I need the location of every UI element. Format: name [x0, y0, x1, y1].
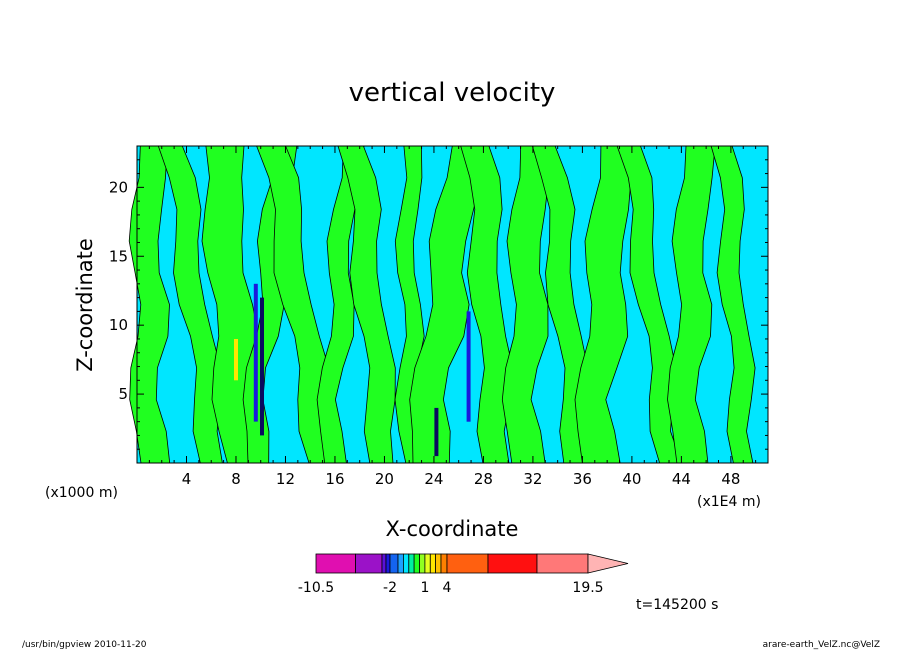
colorbar	[315, 553, 629, 574]
streak-0	[253, 283, 258, 422]
streak-4	[466, 311, 471, 422]
x-tick-label-8: 8	[231, 470, 241, 488]
plot-area	[128, 145, 769, 464]
colorbar-cell-5	[397, 553, 404, 574]
x-tick-label-44: 44	[672, 470, 691, 488]
colorbar-extend-arrow	[587, 553, 629, 574]
colorbar-cell-8	[413, 553, 420, 574]
chart-title: vertical velocity	[349, 78, 556, 108]
x-tick-label-40: 40	[622, 470, 641, 488]
y-tick-label-10: 10	[109, 316, 128, 334]
y-tick-label-20: 20	[109, 178, 128, 196]
x-axis-ticks: 4 8 12 16 20 24 28 32 36 40 44 48	[148, 146, 757, 488]
colorbar-cell-6	[402, 553, 410, 574]
green-regions	[128, 145, 756, 464]
colorbar-cell-7	[408, 553, 415, 574]
colorbar-label-4: 19.5	[572, 580, 603, 596]
x-tick-label-12: 12	[276, 470, 295, 488]
y-tick-label-15: 15	[109, 247, 128, 265]
strong-updraft-streaks	[234, 283, 471, 457]
y-axis-ticks: 5 10 15 20	[109, 159, 768, 450]
x-tick-label-4: 4	[182, 470, 192, 488]
colorbar-cell-0	[315, 553, 356, 574]
y-axis-label: Z-coordinate	[73, 238, 97, 372]
colorbar-cell-2	[381, 553, 387, 574]
x-unit-right: (x1E4 m)	[697, 494, 761, 510]
x-tick-label-28: 28	[474, 470, 493, 488]
y-tick-label-5: 5	[118, 385, 128, 403]
colorbar-cell-1	[355, 553, 383, 574]
plot-frame	[136, 145, 769, 464]
colorbar-label-0: -10.5	[298, 580, 334, 596]
colorbar-cell-10	[424, 553, 431, 574]
colorbar-labels: -10.5 -2 1 4 19.5	[298, 580, 604, 596]
x-tick-label-16: 16	[325, 470, 344, 488]
colorbar-cell-11	[429, 553, 437, 574]
colorbar-cell-14	[446, 553, 489, 574]
streak-1	[260, 297, 264, 436]
footer-left: /usr/bin/gpview 2010-11-20	[22, 640, 147, 650]
x-tick-label-24: 24	[424, 470, 443, 488]
colorbar-cell-15	[487, 553, 538, 574]
x-tick-label-20: 20	[375, 470, 394, 488]
footer-right: arare-earth_VelZ.nc@VelZ	[762, 640, 880, 650]
x-axis-label: X-coordinate	[386, 517, 519, 541]
colorbar-label-1: -2	[383, 580, 397, 596]
colorbar-cell-4	[389, 553, 399, 574]
colorbar-cell-3	[385, 553, 391, 574]
x-tick-label-36: 36	[573, 470, 592, 488]
colorbar-cell-16	[536, 553, 589, 574]
streak-3	[434, 407, 439, 457]
streak-2	[234, 339, 238, 381]
colorbar-cell-13	[440, 553, 448, 574]
x-tick-label-48: 48	[721, 470, 740, 488]
colorbar-cell-9	[419, 553, 426, 574]
colorbar-cell-12	[435, 553, 442, 574]
x-tick-label-32: 32	[523, 470, 542, 488]
x-unit-left: (x1000 m)	[45, 485, 118, 501]
time-label: t=145200 s	[636, 597, 718, 613]
colorbar-label-2: 1	[420, 580, 429, 596]
colorbar-label-3: 4	[443, 580, 452, 596]
